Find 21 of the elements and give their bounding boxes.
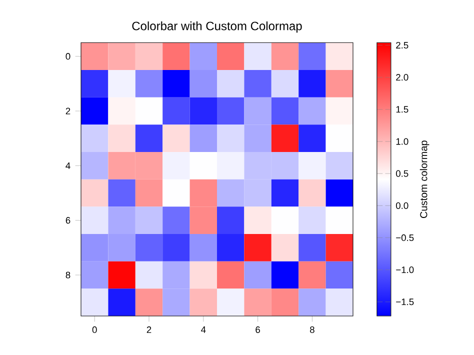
y-tick-label: 0 — [66, 53, 70, 60]
x-tick-label: 0 — [92, 326, 97, 334]
color-bar-label: 1.0 — [396, 138, 408, 145]
color-bar-label: 0.0 — [396, 202, 408, 209]
chart-title: Colorbar with Custom Colormap — [132, 21, 302, 33]
color-bar-label: 0.5 — [396, 170, 408, 177]
x-tick-label: 4 — [201, 326, 206, 333]
x-tick-label: 6 — [256, 326, 260, 334]
color-bar-label: −0.5 — [396, 234, 414, 242]
color-bar-label: 2.0 — [396, 74, 408, 81]
color-bar-label: 1.5 — [396, 106, 408, 113]
color-bar-label: 2.5 — [396, 42, 408, 49]
y-tick-label: 4 — [66, 162, 70, 169]
x-tick-label: 2 — [146, 326, 152, 333]
x-tick-label: 8 — [310, 326, 314, 334]
color-bar-label: −1.0 — [396, 266, 414, 274]
color-bar-label: −1.5 — [396, 298, 414, 306]
y-tick-label: 2 — [66, 108, 70, 114]
y-tick-label: 6 — [66, 217, 70, 224]
y-tick-label: 8 — [66, 272, 70, 278]
color-bar-title: Custom colormap — [420, 140, 430, 218]
